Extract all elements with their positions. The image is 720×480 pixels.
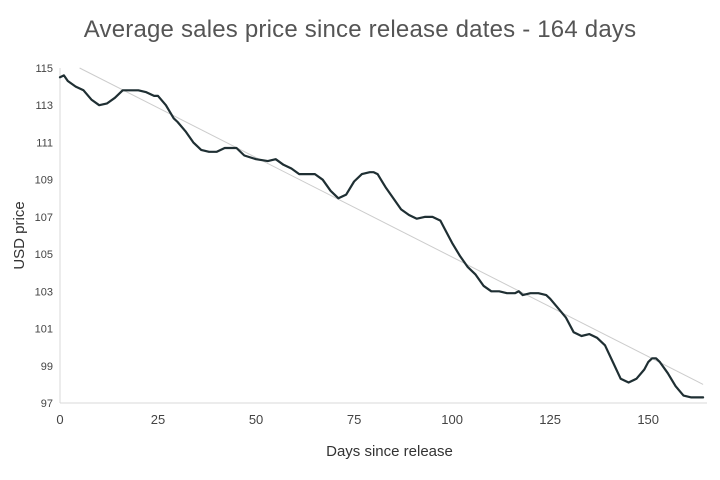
y-tick-label: 99 [41, 361, 53, 373]
y-tick-label: 105 [35, 249, 53, 261]
x-axis-label: Days since release [326, 443, 453, 460]
y-tick-label: 111 [36, 137, 53, 149]
x-tick-label: 0 [56, 412, 63, 427]
y-tick-label: 115 [35, 63, 53, 75]
y-tick-label: 107 [35, 212, 53, 224]
y-tick-label: 109 [35, 175, 53, 187]
y-tick-label: 113 [35, 100, 53, 112]
x-tick-label: 25 [151, 412, 165, 427]
y-axis-label: USD price [11, 201, 28, 269]
y-tick-label: 101 [35, 324, 53, 336]
x-tick-label: 125 [539, 412, 561, 427]
trend-line [79, 67, 704, 385]
price-series-line [58, 74, 705, 399]
chart-title: Average sales price since release dates … [83, 16, 637, 43]
y-tick-label: 103 [35, 286, 53, 298]
x-tick-label: 75 [347, 412, 361, 427]
x-axis-ticks: 0 25 50 75 100 125 150 [56, 412, 659, 427]
x-tick-label: 150 [637, 412, 659, 427]
x-tick-label: 50 [249, 412, 263, 427]
x-tick-label: 100 [441, 412, 463, 427]
y-tick-label: 97 [41, 398, 53, 410]
y-axis-ticks: 97 99 101 103 105 107 109 111 113 115 [35, 63, 53, 410]
